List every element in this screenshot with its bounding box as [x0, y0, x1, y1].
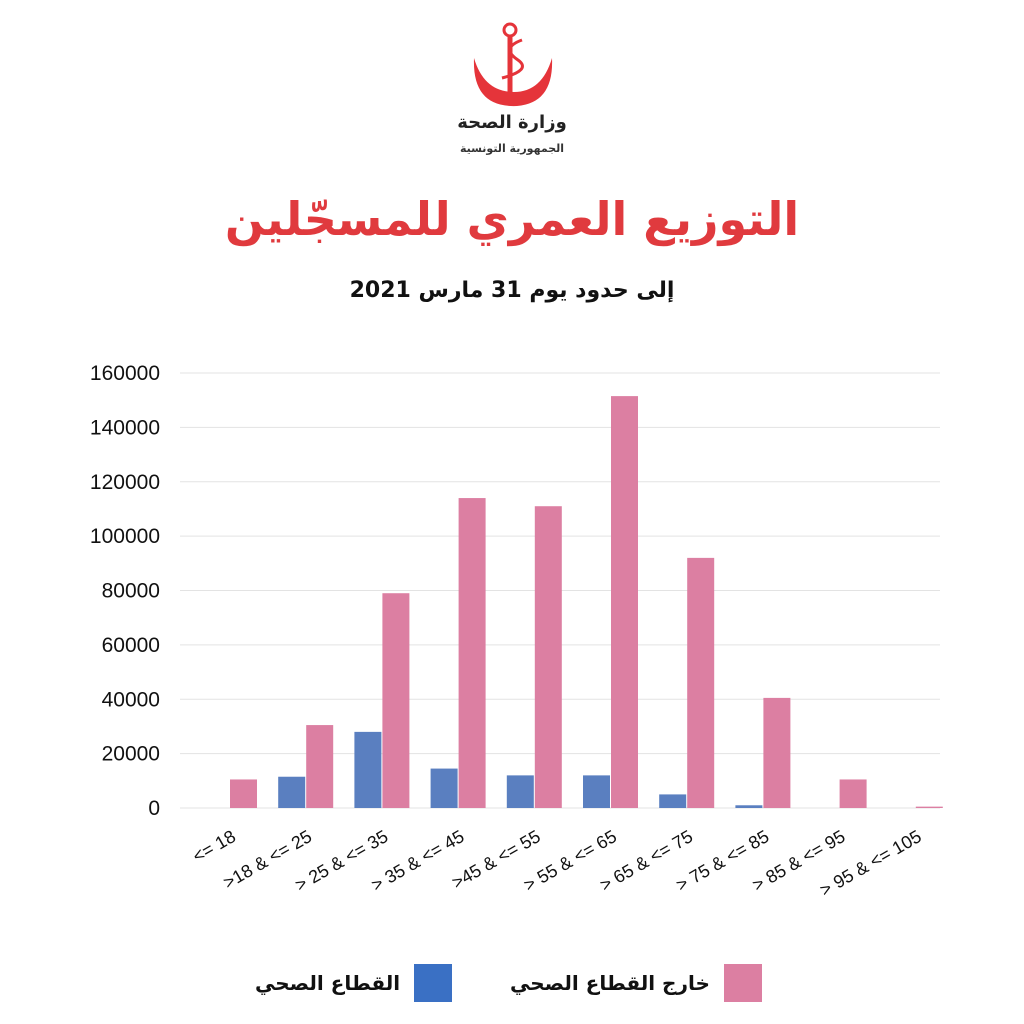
- bar-outside-health-sector: [916, 807, 943, 808]
- republic-name: الجمهورية التونسية: [412, 142, 612, 155]
- legend-swatch-inside: [414, 964, 452, 1002]
- bar-inside-health-sector: [431, 769, 458, 808]
- y-tick-label: 140000: [90, 416, 160, 439]
- bar-outside-health-sector: [382, 593, 409, 808]
- x-axis-ticks: <= 18>18 & <= 25> 25 & <= 35> 35 & <= 45…: [189, 826, 925, 900]
- bar-inside-health-sector: [659, 794, 686, 808]
- legend-item-inside: القطاع الصحي: [255, 958, 452, 1008]
- y-tick-label: 60000: [102, 634, 160, 657]
- y-tick-label: 120000: [90, 471, 160, 494]
- page-subtitle: إلى حدود يوم 31 مارس 2021: [212, 278, 812, 303]
- bars: [230, 396, 943, 808]
- bar-inside-health-sector: [354, 732, 381, 808]
- bar-inside-health-sector: [507, 775, 534, 808]
- y-tick-label: 0: [148, 797, 160, 820]
- y-tick-label: 100000: [90, 525, 160, 548]
- legend-swatch-outside: [724, 964, 762, 1002]
- ministry-logo: [462, 18, 562, 113]
- bar-outside-health-sector: [763, 698, 790, 808]
- bar-outside-health-sector: [840, 779, 867, 808]
- legend-item-outside: خارج القطاع الصحي: [510, 958, 762, 1008]
- legend-label-inside: القطاع الصحي: [255, 971, 400, 995]
- bar-outside-health-sector: [611, 396, 638, 808]
- bar-outside-health-sector: [230, 779, 257, 808]
- legend-label-outside: خارج القطاع الصحي: [510, 971, 710, 995]
- y-tick-label: 20000: [102, 743, 160, 766]
- bar-inside-health-sector: [583, 775, 610, 808]
- y-axis-ticks: 0 20000 40000 60000 80000 100000 120000 140000 1…: [90, 362, 160, 820]
- bar-outside-health-sector: [687, 558, 714, 808]
- bar-outside-health-sector: [459, 498, 486, 808]
- y-tick-label: 80000: [102, 580, 160, 603]
- page-title: التوزيع العمري للمسجّلين: [112, 192, 912, 246]
- bar-inside-health-sector: [735, 805, 762, 808]
- y-tick-label: 160000: [90, 362, 160, 385]
- anchor-ring-icon: [504, 24, 516, 36]
- y-tick-label: 40000: [102, 688, 160, 711]
- crescent-icon: [474, 58, 552, 106]
- ministry-name: وزارة الصحة: [412, 112, 612, 133]
- age-distribution-chart: 0 20000 40000 60000 80000 100000 120000 140000 1…: [0, 340, 1024, 940]
- bar-inside-health-sector: [278, 777, 305, 808]
- x-tick-label: <= 18: [189, 826, 239, 866]
- bar-outside-health-sector: [306, 725, 333, 808]
- bar-outside-health-sector: [535, 506, 562, 808]
